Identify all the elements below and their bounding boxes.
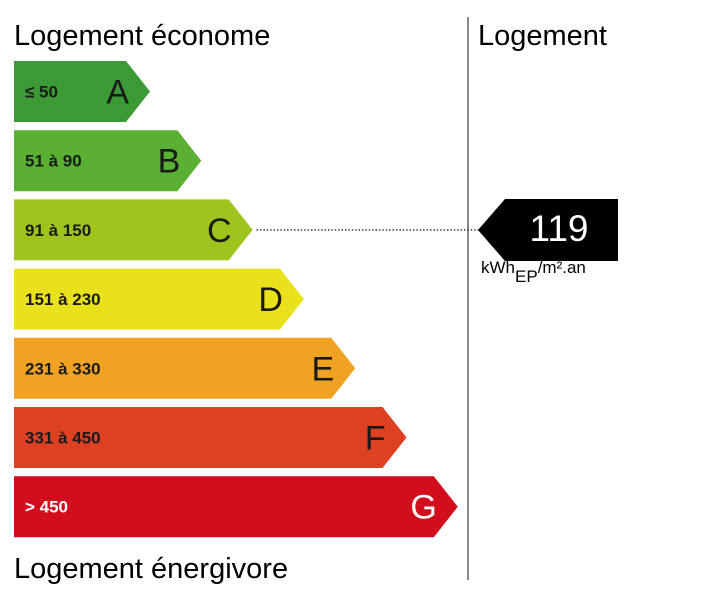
band-letter-label: G <box>410 489 436 527</box>
band-arrow-f <box>14 407 407 468</box>
band-arrow-b <box>14 130 202 192</box>
band-letter-label: F <box>365 420 386 458</box>
band-range-label: 331 à 450 <box>25 429 101 448</box>
band-range-label: ≤ 50 <box>25 83 58 102</box>
band-range-label: 151 à 230 <box>25 290 101 309</box>
band-letter-label: B <box>158 143 181 181</box>
band-b: 51 à 90 B <box>14 130 202 192</box>
band-arrow-c <box>14 199 253 261</box>
band-range-label: > 450 <box>25 498 68 517</box>
band-range-label: 91 à 150 <box>25 221 91 240</box>
band-e: 231 à 330 E <box>14 337 356 399</box>
top-heading: Logement économe <box>14 20 271 52</box>
band-f: 331 à 450 F <box>14 407 407 468</box>
current-value-marker <box>478 199 618 261</box>
unit-rest: /m².an <box>537 258 586 277</box>
band-letter-label: D <box>258 281 283 319</box>
band-arrow-e <box>14 337 356 399</box>
current-value-unit: kWhEP/m².an <box>481 258 586 285</box>
column-divider <box>467 17 469 580</box>
band-c: 91 à 150 C <box>14 199 253 261</box>
band-arrow-d <box>14 268 304 330</box>
band-range-label: 51 à 90 <box>25 152 82 171</box>
band-range-label: 231 à 330 <box>25 359 101 378</box>
band-arrow-a <box>14 61 150 122</box>
band-arrow-g <box>14 476 458 538</box>
band-d: 151 à 230 D <box>14 268 304 330</box>
bottom-heading: Logement énergivore <box>14 553 289 585</box>
band-letter-label: C <box>207 212 232 250</box>
unit-main: kWh <box>481 258 515 277</box>
band-a: ≤ 50 A <box>14 61 150 122</box>
current-column-heading: Logement <box>478 20 607 52</box>
unit-sub: EP <box>515 267 538 286</box>
band-g: > 450 G <box>14 476 458 538</box>
band-letter-label: E <box>312 350 335 388</box>
band-letter-label: A <box>106 74 129 112</box>
current-value: 119 <box>529 208 589 249</box>
